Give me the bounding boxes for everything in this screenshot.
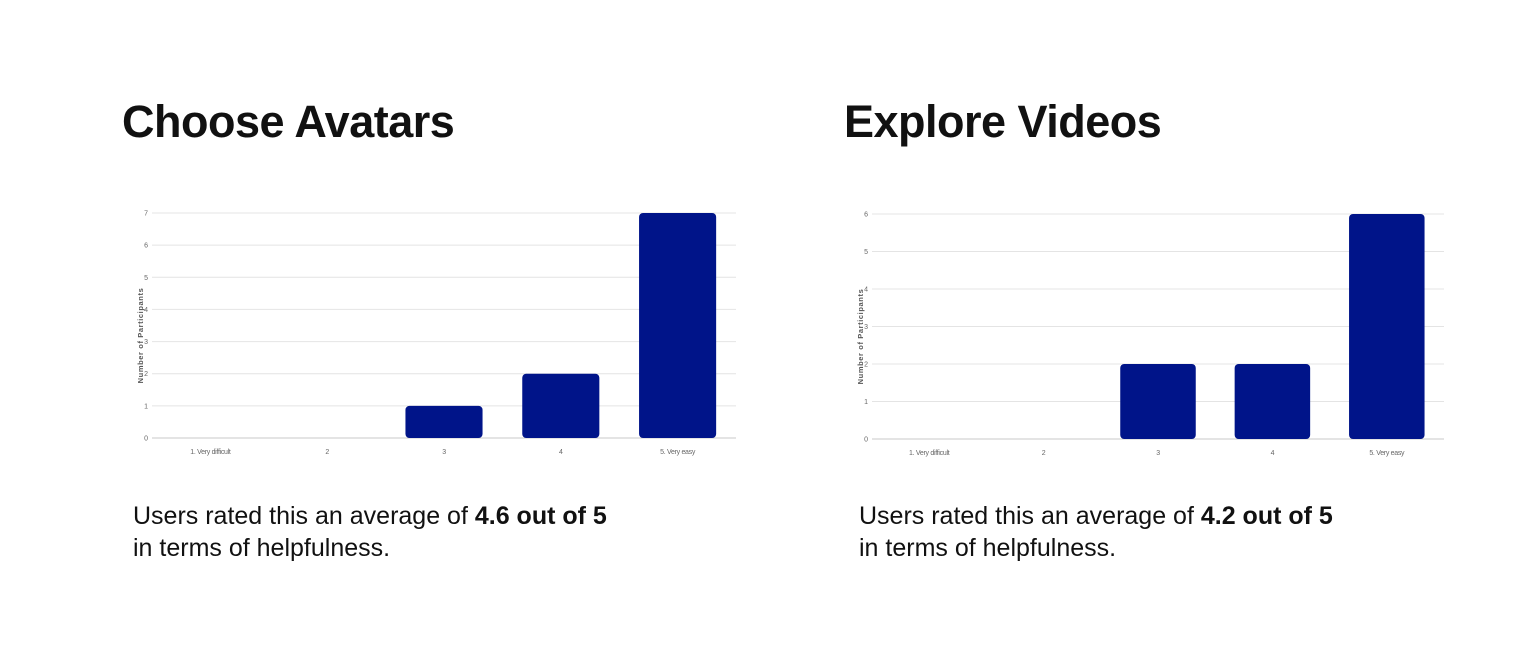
y-tick-label: 0 <box>144 436 148 443</box>
bar-3 <box>1120 364 1196 439</box>
rating-caption: Users rated this an average of 4.2 out o… <box>859 500 1459 564</box>
caption-prefix: Users rated this an average of <box>133 502 475 530</box>
y-axis-label: Number of Participants <box>136 288 145 384</box>
x-tick-label: 4 <box>1271 450 1275 457</box>
y-tick-label: 1 <box>144 403 148 410</box>
bar-chart-explore-videos: 0 1 2 3 4 5 6 Number of Participants 1. Very dif… <box>856 212 1444 457</box>
bar-3 <box>405 405 483 438</box>
x-tick-label: 1. Very difficult <box>190 449 231 456</box>
y-tick-label: 6 <box>864 212 868 219</box>
x-tick-label: 3 <box>1156 450 1160 457</box>
chart-panel-explore-videos: Explore Videos 0 1 2 3 4 5 6 Number of Particip… <box>720 0 1444 656</box>
y-tick-label: 5 <box>144 275 148 282</box>
x-tick-label: 3 <box>442 449 446 456</box>
x-tick-label: 4 <box>559 449 563 456</box>
x-tick-label: 5. Very easy <box>1369 450 1405 457</box>
bar-4 <box>522 373 600 438</box>
x-tick-label: 1. Very difficult <box>909 450 950 457</box>
panel-title: Explore Videos <box>844 96 1162 147</box>
y-axis-label: Number of Participants <box>856 289 865 385</box>
x-tick-label: 2 <box>1042 450 1046 457</box>
y-tick-label: 4 <box>144 307 148 314</box>
y-tick-label: 5 <box>864 249 868 256</box>
y-tick-label: 6 <box>144 243 148 250</box>
y-tick-label: 1 <box>864 399 868 406</box>
caption-rating: 4.6 out of 5 <box>474 502 607 530</box>
bar-chart-choose-avatars: 0 1 2 3 4 5 6 7 Number of Participants 1. Very di… <box>136 211 736 456</box>
y-tick-label: 0 <box>864 437 868 444</box>
x-tick-label: 2 <box>325 449 329 456</box>
bar-5 <box>1349 214 1425 439</box>
x-tick-label: 5. Very easy <box>660 449 696 456</box>
caption-rating: 4.2 out of 5 <box>1200 502 1333 530</box>
panel-title: Choose Avatars <box>122 96 455 147</box>
rating-caption: Users rated this an average of 4.6 out o… <box>133 500 733 564</box>
bar-4 <box>1234 364 1311 439</box>
chart-panel-choose-avatars: Choose Avatars 0 1 2 3 4 5 6 7 Number of Partici… <box>0 0 736 656</box>
y-tick-label: 2 <box>864 362 868 369</box>
caption-line2: in terms of helpfulness. <box>133 534 391 562</box>
y-tick-label: 4 <box>864 287 868 294</box>
y-tick-label: 3 <box>144 339 148 346</box>
caption-line2: in terms of helpfulness. <box>859 534 1117 562</box>
caption-prefix: Users rated this an average of <box>859 502 1201 530</box>
y-tick-label: 2 <box>144 371 148 378</box>
y-tick-label: 7 <box>144 211 148 218</box>
bar-5 <box>639 213 717 438</box>
y-tick-label: 3 <box>864 324 868 331</box>
